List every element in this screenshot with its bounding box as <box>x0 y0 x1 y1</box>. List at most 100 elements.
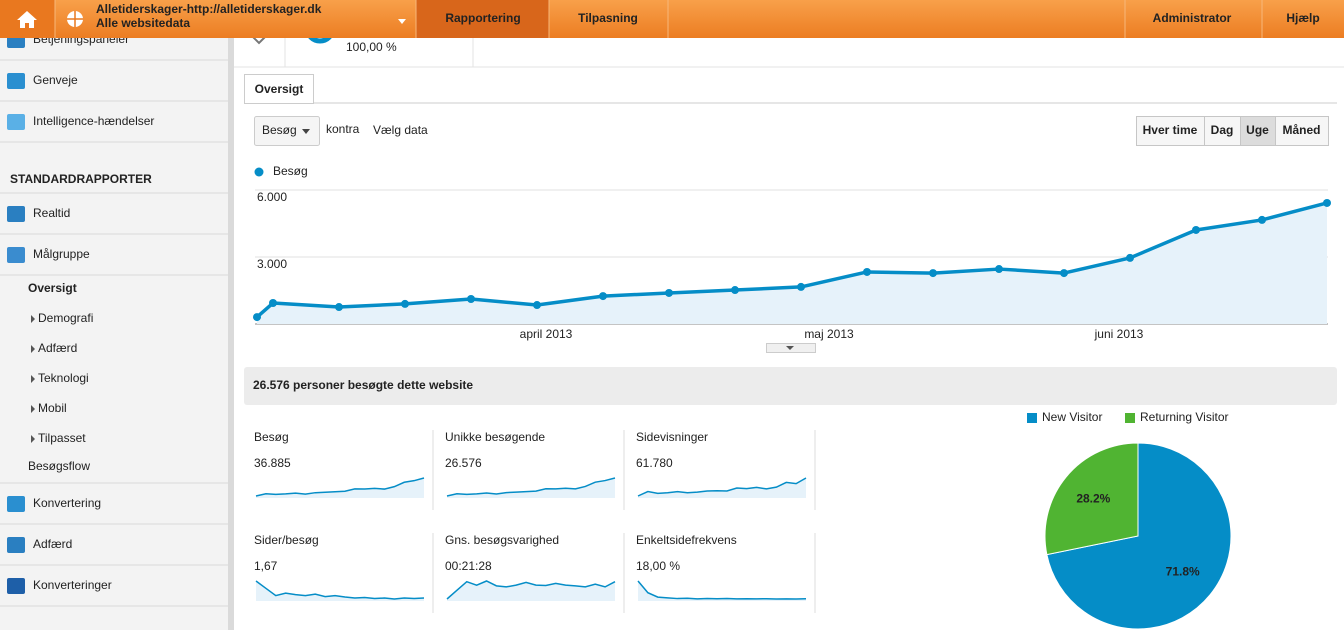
point <box>665 288 673 297</box>
point <box>533 301 541 310</box>
summary-title: 26.576 personer besøgte dette website <box>253 378 473 392</box>
expander-arrow <box>786 346 794 350</box>
period-button[interactable] <box>1204 116 1241 146</box>
nav-item[interactable]: Administrator <box>1153 11 1232 25</box>
tab-label[interactable]: Oversigt <box>255 82 304 96</box>
submenu-current[interactable]: Oversigt <box>28 281 77 295</box>
sidebar-border <box>228 38 234 630</box>
metric-label: Enkeltsidefrekvens <box>636 533 737 547</box>
nav-item[interactable]: Tilpasning <box>578 11 638 25</box>
sparkline <box>255 477 425 497</box>
metric-dropdown[interactable] <box>254 116 320 146</box>
pie-slice <box>1044 442 1139 556</box>
site-view[interactable]: Alle websitedata <box>96 16 190 30</box>
point <box>1323 198 1331 207</box>
sparkline <box>255 580 425 600</box>
globe-lines <box>67 11 83 27</box>
section-heading: STANDARDRAPPORTER <box>10 172 152 186</box>
metric-value: 36.885 <box>254 456 291 470</box>
period-label[interactable]: Uge <box>1246 123 1269 137</box>
area <box>257 202 1327 324</box>
pie-label: 71.8% <box>1166 565 1200 579</box>
sparkline <box>446 580 616 600</box>
sparkline <box>637 580 807 600</box>
menu-item[interactable]: Intelligence-hændelser <box>33 114 154 128</box>
submenu-arrow <box>31 345 35 353</box>
x-tick-label: maj 2013 <box>804 327 854 341</box>
submenu-item[interactable]: Demografi <box>38 311 93 325</box>
menu-icon <box>7 496 25 512</box>
submenu-item[interactable]: Adfærd <box>38 341 77 355</box>
x-tick-label: april 2013 <box>520 327 573 341</box>
point <box>1258 215 1266 224</box>
point <box>599 292 607 301</box>
menu-item[interactable]: Målgruppe <box>33 247 90 261</box>
menu-icon <box>7 114 25 130</box>
chevron <box>252 36 266 45</box>
point <box>401 299 409 308</box>
submenu-item[interactable]: Teknologi <box>38 371 89 385</box>
percent: 100,00 % <box>346 40 397 54</box>
menu-icon <box>7 578 25 594</box>
metric-value: 61.780 <box>636 456 673 470</box>
period-button[interactable] <box>1275 116 1329 146</box>
select-link[interactable]: Vælg data <box>373 123 428 137</box>
menu-icon <box>7 73 25 89</box>
point <box>253 313 261 322</box>
pie-slice <box>1046 442 1232 630</box>
menu-item[interactable]: Realtid <box>33 206 70 220</box>
versus-label: kontra <box>326 122 360 136</box>
menu-item[interactable]: Konverteringer <box>33 578 112 592</box>
y-tick-label: 6.000 <box>257 190 287 204</box>
dropdown-arrow <box>302 129 310 134</box>
home-icon <box>17 11 37 28</box>
sidebar <box>0 38 228 630</box>
sparkline <box>637 477 807 497</box>
metric-dropdown-label[interactable]: Besøg <box>262 123 297 137</box>
point <box>1060 269 1068 278</box>
menu-item[interactable]: Konvertering <box>33 496 101 510</box>
point <box>1192 225 1200 234</box>
sparkline-area <box>447 478 615 498</box>
pie-label: 28.2% <box>1076 492 1110 506</box>
period-button[interactable] <box>1240 116 1276 146</box>
submenu-item[interactable]: Besøgsflow <box>28 459 90 473</box>
point <box>863 267 871 276</box>
menu-item[interactable]: Adfærd <box>33 537 72 551</box>
legend-label: Returning Visitor <box>1140 410 1229 424</box>
metric-label: Sidevisninger <box>636 430 708 444</box>
submenu-item[interactable]: Mobil <box>38 401 67 415</box>
nav-item[interactable]: Rapportering <box>445 11 520 25</box>
sparkline-area <box>256 581 424 601</box>
submenu-arrow <box>31 315 35 323</box>
period-label[interactable]: Måned <box>1282 123 1320 137</box>
site-dropdown-arrow <box>398 19 406 24</box>
submenu-item[interactable]: Tilpasset <box>38 431 86 445</box>
period-label[interactable]: Hver time <box>1143 123 1198 137</box>
point <box>467 294 475 303</box>
metric-value: 00:21:28 <box>445 559 492 573</box>
submenu-arrow <box>31 435 35 443</box>
nav-item[interactable]: Hjælp <box>1286 11 1319 25</box>
metric-label: Besøg <box>254 430 289 444</box>
metric-value: 1,67 <box>254 559 278 573</box>
point <box>797 282 805 291</box>
point <box>995 265 1003 274</box>
menu-item[interactable]: Genveje <box>33 73 78 87</box>
sparkline-area <box>256 478 424 498</box>
period-button[interactable] <box>1136 116 1205 146</box>
x-tick-label: juni 2013 <box>1094 327 1144 341</box>
metric-value: 18,00 % <box>636 559 680 573</box>
site-url: Alletiderskager-http://alletiderskager.d… <box>96 2 322 16</box>
point <box>269 299 277 308</box>
metric-label: Unikke besøgende <box>445 430 545 444</box>
legend-swatch <box>1125 413 1135 423</box>
tab[interactable] <box>244 74 314 104</box>
period-label[interactable]: Dag <box>1211 123 1234 137</box>
point <box>731 286 739 295</box>
sparkline <box>446 477 616 497</box>
legend-marker <box>254 167 264 177</box>
menu-icon <box>7 537 25 553</box>
